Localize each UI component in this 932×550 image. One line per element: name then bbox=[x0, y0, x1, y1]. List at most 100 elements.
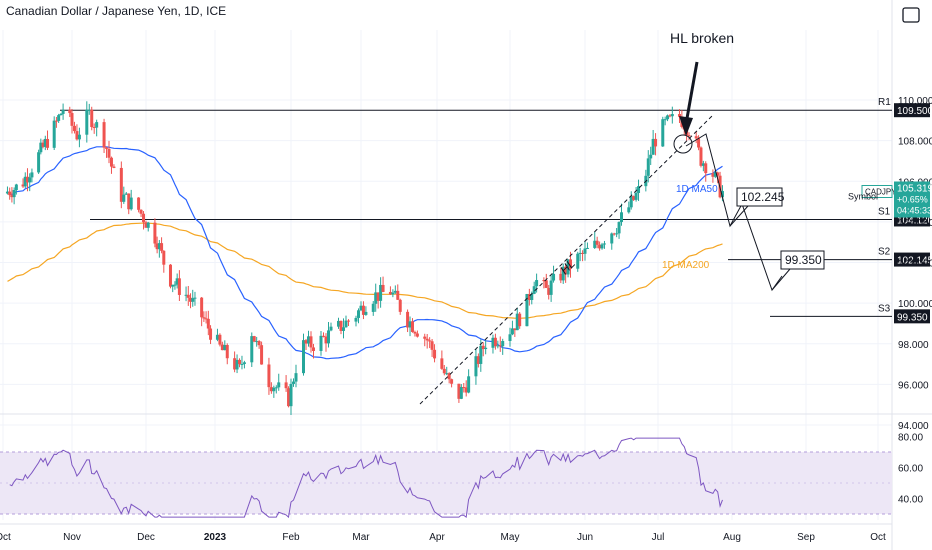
candle-body bbox=[292, 381, 295, 384]
chart-title: Canadian Dollar / Japanese Yen, 1D, ICE bbox=[6, 4, 227, 18]
candle-body bbox=[391, 292, 395, 295]
candle-body bbox=[186, 294, 190, 298]
candle-body bbox=[322, 335, 325, 337]
price-label-box bbox=[894, 252, 930, 267]
level-label-s1: S1 bbox=[878, 206, 891, 217]
candle-body bbox=[41, 142, 45, 147]
candle-body bbox=[476, 356, 480, 364]
candle-body bbox=[168, 264, 172, 287]
current-price-box bbox=[894, 181, 930, 218]
candle-body bbox=[396, 290, 400, 300]
candle-body bbox=[617, 222, 621, 234]
candle-body bbox=[269, 387, 273, 392]
candle-body bbox=[433, 349, 437, 359]
candle-body bbox=[85, 109, 89, 135]
candle-body bbox=[238, 359, 242, 365]
candle-body bbox=[716, 172, 720, 176]
horizontal-levels: R1 S1 S2 S3 bbox=[60, 97, 892, 317]
candle-body bbox=[632, 196, 636, 200]
candle-body bbox=[146, 222, 150, 228]
ma200-label: 1D MA200 bbox=[662, 260, 710, 271]
candle-body bbox=[423, 336, 427, 339]
candle-body bbox=[598, 244, 602, 249]
candle-body bbox=[142, 213, 146, 223]
candle-body bbox=[447, 373, 451, 380]
candle-body bbox=[612, 233, 616, 235]
candle-body bbox=[30, 172, 34, 178]
candle-body bbox=[408, 321, 412, 328]
candle-body bbox=[342, 327, 345, 331]
bar-countdown: 04:45:33 bbox=[897, 205, 932, 215]
candle-body bbox=[547, 287, 551, 295]
candle-body bbox=[223, 345, 227, 351]
candle-body bbox=[670, 114, 674, 117]
candle-body bbox=[122, 194, 126, 202]
candle-body bbox=[651, 138, 655, 155]
candle-body bbox=[513, 328, 517, 331]
candle-body bbox=[701, 163, 705, 166]
candle-body bbox=[720, 191, 724, 198]
candle-body bbox=[307, 336, 310, 344]
fullscreen-button[interactable] bbox=[896, 2, 926, 28]
rsi-series bbox=[9, 437, 723, 519]
candle-body bbox=[92, 127, 96, 129]
candle-body bbox=[677, 114, 681, 117]
candle-body bbox=[425, 338, 429, 341]
candle-body bbox=[225, 345, 229, 359]
time-tick-label: Apr bbox=[429, 532, 445, 543]
price-tick-label: 98.000 bbox=[898, 340, 929, 351]
candle-body bbox=[491, 337, 495, 348]
candle-body bbox=[595, 240, 599, 245]
ticker-symbol-box bbox=[861, 184, 893, 198]
candle-body bbox=[200, 297, 204, 318]
candle-body bbox=[704, 163, 708, 174]
candle-body bbox=[124, 193, 128, 195]
candle-body bbox=[694, 136, 698, 139]
candle-body bbox=[37, 152, 41, 173]
candle-body bbox=[339, 320, 343, 331]
candle-body bbox=[440, 358, 444, 369]
candle-body bbox=[324, 336, 328, 344]
candle-body bbox=[415, 333, 419, 337]
candle-body bbox=[191, 298, 195, 302]
candle-body bbox=[629, 196, 633, 208]
candle-body bbox=[90, 109, 94, 128]
candle-body bbox=[600, 244, 604, 249]
ticker-symbol: CADJPY bbox=[865, 187, 897, 196]
candle-body bbox=[8, 191, 12, 196]
candle-body bbox=[277, 382, 281, 388]
candle-body bbox=[566, 259, 570, 275]
candle-body bbox=[112, 166, 116, 168]
candle-body bbox=[544, 280, 548, 288]
candle-body bbox=[119, 167, 123, 202]
candle-body bbox=[52, 120, 56, 148]
rsi-band bbox=[0, 451, 892, 515]
candle-body bbox=[430, 341, 434, 350]
candle-body bbox=[620, 212, 623, 223]
candle-body bbox=[250, 336, 254, 363]
candle-body bbox=[202, 317, 206, 319]
candle-body bbox=[525, 294, 529, 327]
candle-body bbox=[312, 347, 315, 351]
candle-body bbox=[252, 336, 256, 342]
candle-body bbox=[220, 344, 224, 351]
candle-body bbox=[661, 119, 665, 147]
candle-body bbox=[157, 243, 161, 250]
candle-body bbox=[274, 387, 278, 389]
candle-body bbox=[68, 109, 72, 114]
candle-body bbox=[530, 293, 534, 301]
candle-body bbox=[260, 345, 264, 365]
candle-body bbox=[527, 294, 531, 301]
hl-trendline bbox=[419, 115, 713, 405]
candle-body bbox=[21, 184, 25, 187]
candle-body bbox=[304, 340, 308, 344]
target-value-1: 102.245 bbox=[741, 190, 785, 204]
price-label-box bbox=[894, 309, 930, 324]
candle-body bbox=[319, 335, 323, 351]
price-tick-label: 102.000 bbox=[898, 259, 932, 270]
candle-body bbox=[510, 328, 514, 335]
time-tick-label: 2023 bbox=[204, 532, 227, 543]
candle-body bbox=[87, 109, 91, 111]
